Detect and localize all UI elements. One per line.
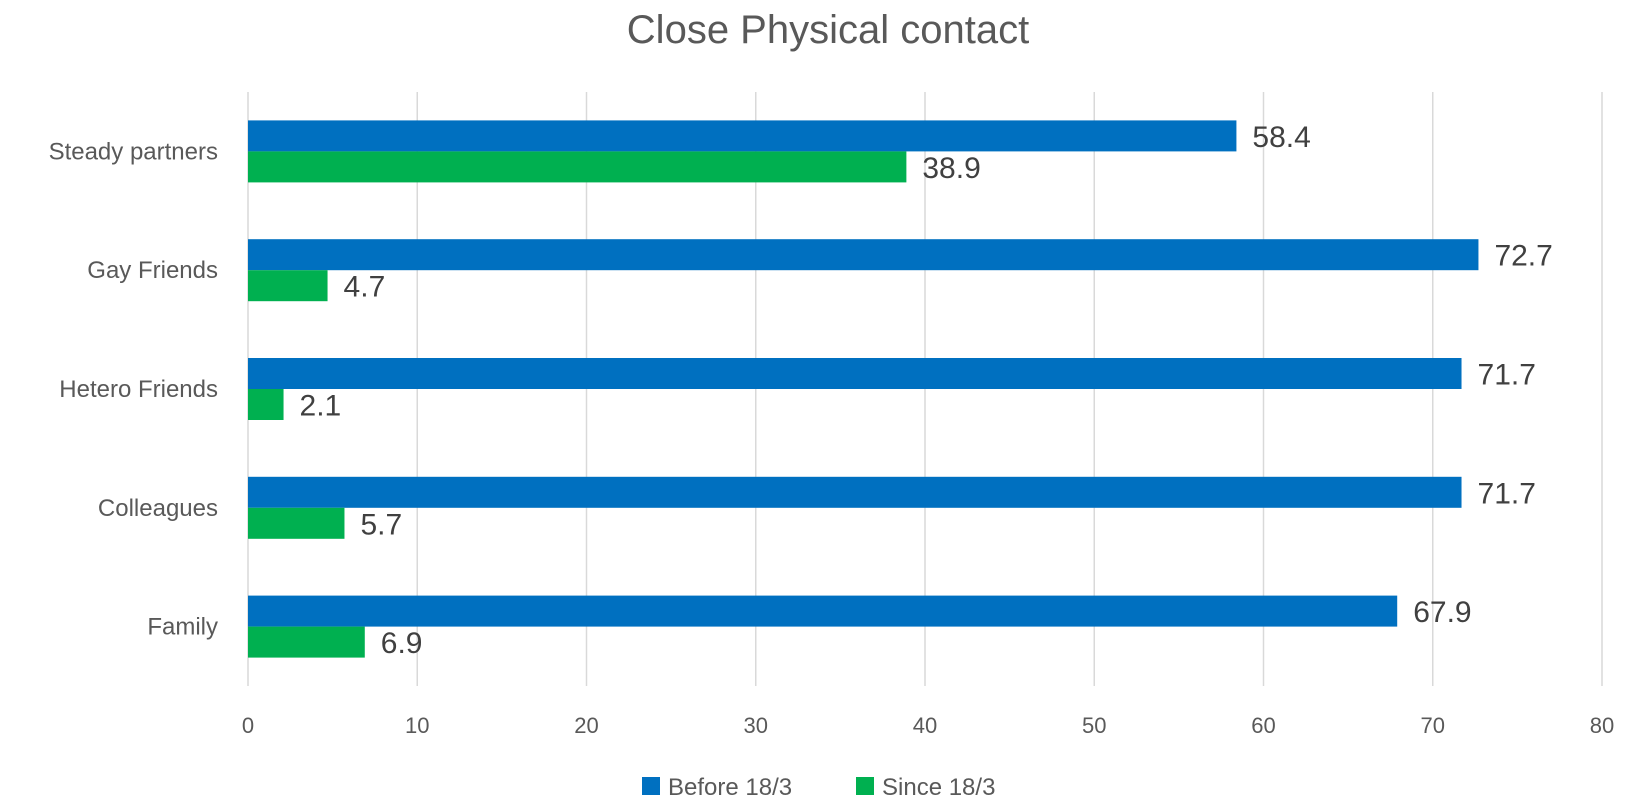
legend: Before 18/3 Since 18/3: [642, 774, 995, 800]
bars: [248, 120, 1479, 658]
x-tick-label-80: 80: [1590, 713, 1614, 738]
legend-swatch-since: [856, 777, 874, 795]
bar-since-hetero-friends: [248, 389, 284, 420]
bar-before-colleagues: [248, 476, 1462, 508]
legend-label-since: Since 18/3: [882, 774, 995, 800]
bar-since-colleagues: [248, 507, 345, 539]
bar-since-gay-friends: [248, 270, 328, 302]
data-label-since-family: 6.9: [381, 627, 423, 660]
category-label-hetero-friends: Hetero Friends: [59, 376, 218, 403]
category-label-family: Family: [147, 614, 218, 641]
chart-title: Close Physical contact: [627, 8, 1029, 52]
legend-label-before: Before 18/3: [668, 774, 792, 800]
bar-since-steady-partners: [248, 151, 907, 183]
category-label-colleagues: Colleagues: [98, 495, 218, 522]
x-tick-label-0: 0: [242, 713, 254, 738]
category-label-steady-partners: Steady partners: [49, 138, 218, 165]
bar-before-steady-partners: [248, 120, 1237, 152]
data-label-before-steady-partners: 58.4: [1252, 121, 1310, 154]
x-tick-label-10: 10: [405, 713, 429, 738]
bar-since-family: [248, 626, 365, 658]
data-label-before-gay-friends: 72.7: [1494, 240, 1552, 273]
x-axis-tick-labels: 0 10 20 30 40 50 60 70 80: [242, 713, 1614, 738]
bar-before-family: [248, 595, 1398, 627]
bar-before-hetero-friends: [248, 358, 1462, 389]
category-label-gay-friends: Gay Friends: [87, 257, 218, 284]
x-tick-label-30: 30: [744, 713, 768, 738]
data-label-since-colleagues: 5.7: [360, 508, 402, 541]
legend-swatch-before: [642, 777, 660, 795]
data-label-before-family: 67.9: [1413, 596, 1471, 629]
data-label-since-steady-partners: 38.9: [922, 152, 980, 185]
bar-before-gay-friends: [248, 239, 1479, 271]
category-labels: Steady partners Gay Friends Hetero Friends…: [49, 138, 218, 640]
data-label-before-colleagues: 71.7: [1478, 477, 1536, 510]
x-tick-label-40: 40: [913, 713, 937, 738]
data-labels: 58.4 38.9 72.7 4.7 71.7 2.1 71.7 5.7 67.9 6.9: [300, 121, 1553, 660]
x-tick-label-20: 20: [574, 713, 598, 738]
data-label-before-hetero-friends: 71.7: [1478, 359, 1536, 392]
x-tick-label-70: 70: [1421, 713, 1445, 738]
data-label-since-hetero-friends: 2.1: [300, 390, 342, 423]
x-tick-label-50: 50: [1082, 713, 1106, 738]
x-tick-label-60: 60: [1251, 713, 1275, 738]
data-label-since-gay-friends: 4.7: [344, 271, 386, 304]
